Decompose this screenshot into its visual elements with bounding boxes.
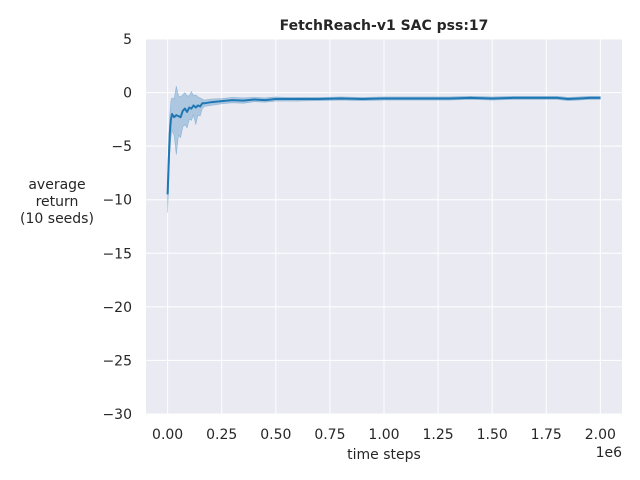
- y-axis-label: average return (10 seeds): [20, 177, 94, 227]
- y-axis-label-line-2: return: [36, 194, 79, 210]
- x-tick-label: 0.75: [314, 427, 345, 443]
- x-tick-label: 1.00: [368, 427, 399, 443]
- x-tick-label: 0.00: [152, 427, 183, 443]
- y-tick-label: −30: [102, 407, 132, 423]
- x-tick-label: 0.25: [206, 427, 237, 443]
- y-tick-label: 0: [123, 86, 132, 102]
- x-tick-label: 2.00: [585, 427, 616, 443]
- x-tick-label: 1.25: [423, 427, 454, 443]
- y-axis-label-line-1: average: [28, 177, 85, 193]
- y-tick-label: −25: [102, 353, 132, 369]
- x-tick-label: 0.50: [260, 427, 291, 443]
- y-tick-label: −15: [102, 246, 132, 262]
- x-axis-offset-label: 1e6: [596, 445, 623, 461]
- x-axis-label: time steps: [347, 447, 421, 463]
- y-tick-label: −20: [102, 300, 132, 316]
- x-tick-label: 1.50: [477, 427, 508, 443]
- x-axis-ticks: 0.00 0.25 0.50 0.75 1.00 1.25 1.50 1.75 2.00: [152, 427, 616, 443]
- y-tick-label: −5: [111, 139, 132, 155]
- y-tick-label: 5: [123, 32, 132, 48]
- y-axis-ticks: 5 0 −5 −10 −15 −20 −25 −30: [102, 32, 132, 423]
- y-axis-label-line-3: (10 seeds): [20, 211, 94, 227]
- y-tick-label: −10: [102, 193, 132, 209]
- chart-title: FetchReach-v1 SAC pss:17: [280, 18, 489, 34]
- x-tick-label: 1.75: [531, 427, 562, 443]
